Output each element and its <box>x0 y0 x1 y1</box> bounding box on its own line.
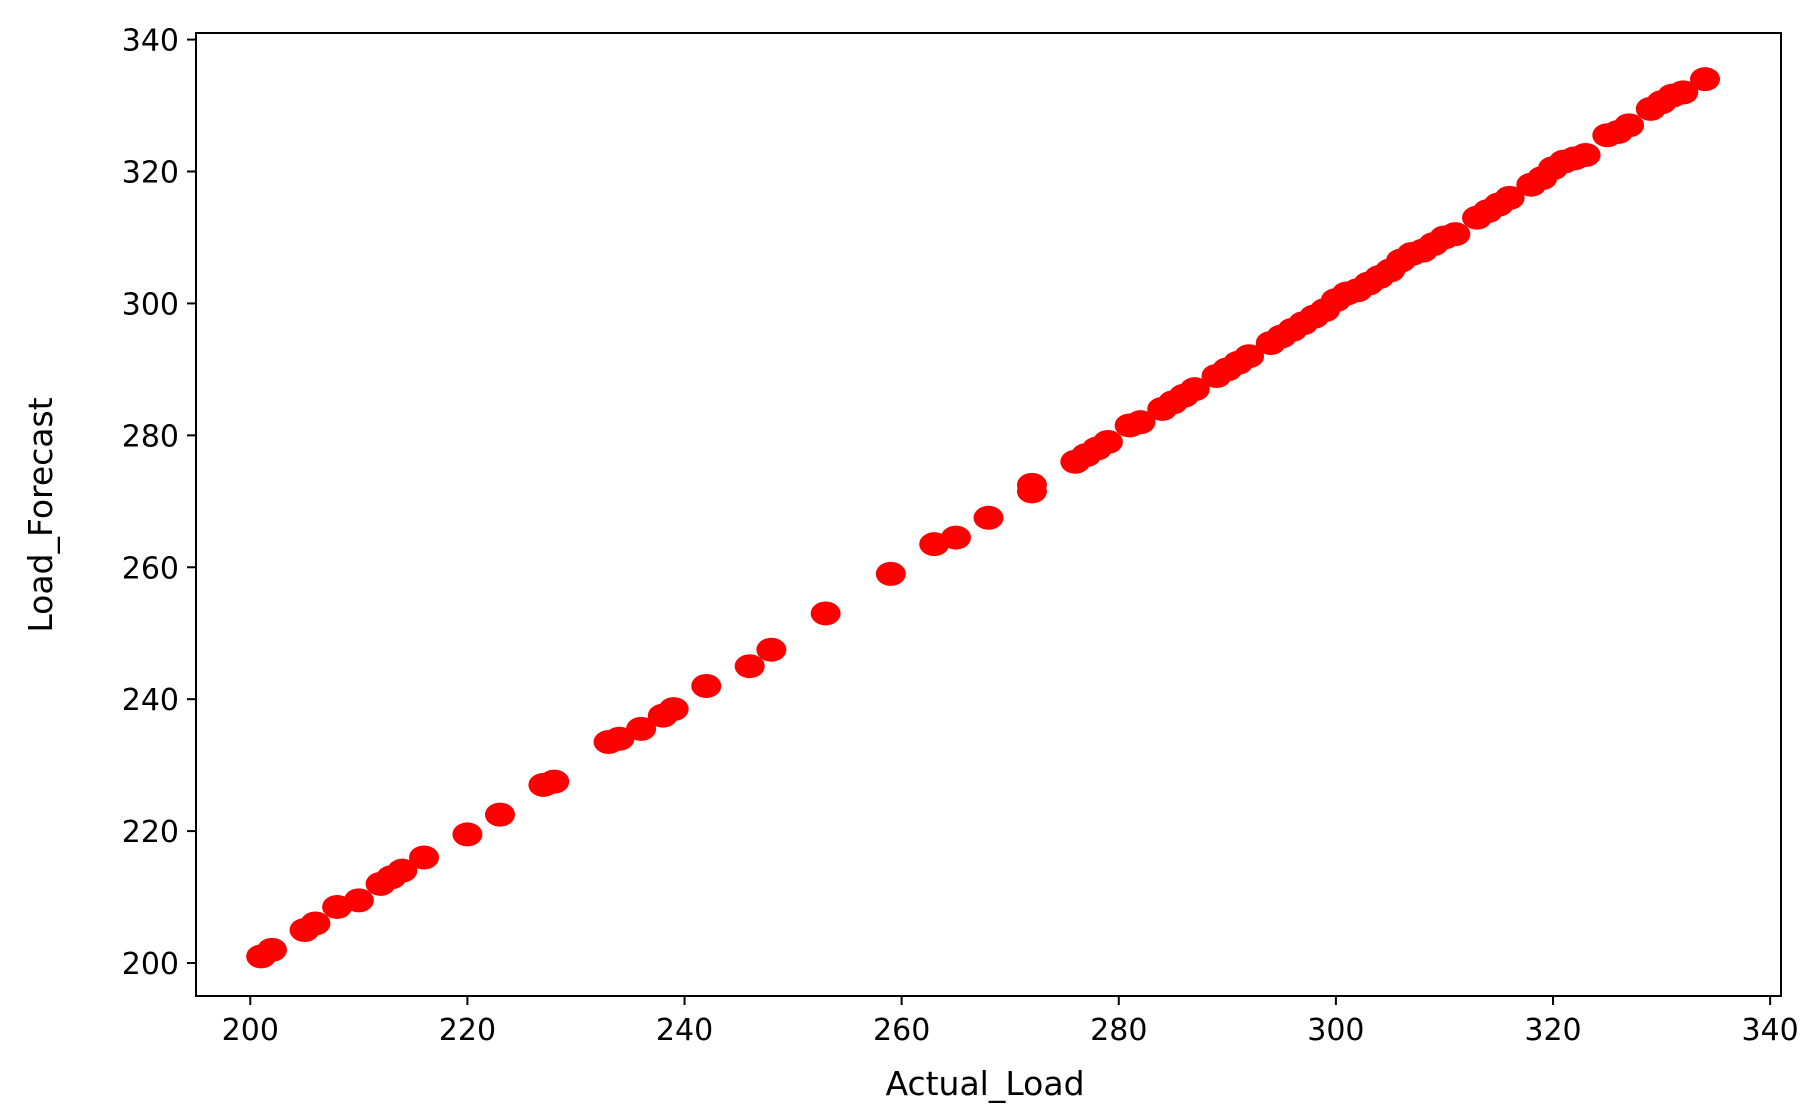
scatter-point <box>875 561 906 586</box>
x-tick-label: 320 <box>1524 1013 1581 1048</box>
scatter-point <box>1668 80 1699 105</box>
scatter-point <box>1234 344 1265 369</box>
scatter-point <box>300 911 331 936</box>
scatter-point <box>1179 377 1210 402</box>
y-tick-label: 320 <box>122 156 179 191</box>
x-tick-label: 300 <box>1307 1013 1364 1048</box>
y-tick-label: 280 <box>122 419 179 454</box>
x-tick-label: 240 <box>656 1013 713 1048</box>
x-tick-label: 220 <box>439 1013 496 1048</box>
x-tick-label: 200 <box>222 1013 279 1048</box>
scatter-point <box>973 505 1004 530</box>
scatter-point <box>408 845 439 870</box>
y-axis-ticks: 200 220 240 260 280 300 320 340 <box>122 24 196 982</box>
y-tick-label: 260 <box>122 551 179 586</box>
scatter-point <box>1125 410 1156 435</box>
scatter-point <box>1494 185 1525 210</box>
scatter-point <box>604 726 635 751</box>
x-axis-ticks: 200 220 240 260 280 300 320 340 <box>222 996 1799 1048</box>
y-tick-label: 200 <box>122 947 179 982</box>
scatter-point <box>539 769 570 794</box>
scatter-point <box>734 654 765 679</box>
x-tick-label: 260 <box>873 1013 930 1048</box>
x-tick-label: 280 <box>1090 1013 1147 1048</box>
x-tick-label: 340 <box>1742 1013 1799 1048</box>
y-tick-label: 240 <box>122 683 179 718</box>
scatter-point <box>626 716 657 741</box>
scatter-point <box>1570 143 1601 168</box>
x-axis-label: Actual_Load <box>885 1064 1084 1103</box>
scatter-point <box>1690 67 1721 92</box>
scatter-point <box>452 822 483 847</box>
scatter-point <box>1016 472 1047 497</box>
scatter-point <box>387 858 418 883</box>
scatter-point <box>691 673 722 698</box>
y-tick-label: 300 <box>122 287 179 322</box>
scatter-point <box>756 637 787 662</box>
y-tick-label: 220 <box>122 815 179 850</box>
scatter-point <box>1092 429 1123 454</box>
scatter-point <box>343 888 374 913</box>
scatter-point <box>810 601 841 626</box>
data-points <box>246 67 1721 969</box>
scatter-point <box>658 697 689 722</box>
scatter-point <box>1440 222 1471 247</box>
scatter-point <box>940 525 971 550</box>
scatter-point <box>484 802 515 827</box>
y-tick-label: 340 <box>122 24 179 59</box>
scatter-point <box>256 937 287 962</box>
y-axis-label: Load_Forecast <box>21 397 60 632</box>
scatter-point <box>1614 113 1645 138</box>
